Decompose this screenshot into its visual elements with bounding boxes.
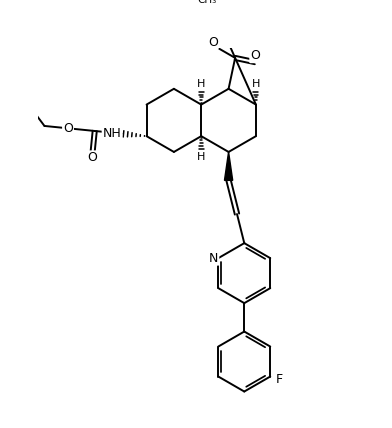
Text: H: H <box>252 79 260 89</box>
Text: CH₃: CH₃ <box>198 0 217 5</box>
Text: O: O <box>63 122 73 135</box>
Text: O: O <box>250 49 260 62</box>
Polygon shape <box>225 152 233 180</box>
Text: H: H <box>197 79 205 89</box>
Text: O: O <box>208 36 218 49</box>
Text: N: N <box>209 252 218 265</box>
Text: F: F <box>276 373 283 386</box>
Text: O: O <box>88 152 98 164</box>
Text: NH: NH <box>103 127 122 140</box>
Text: H: H <box>197 152 205 162</box>
